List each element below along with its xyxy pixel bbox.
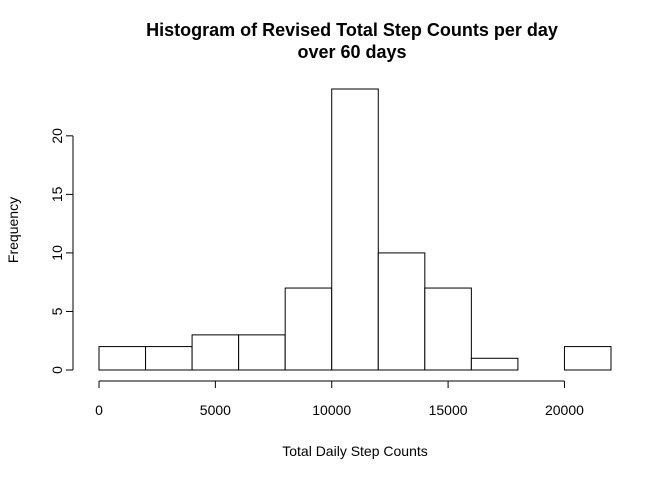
- histogram-bar: [145, 346, 193, 371]
- y-axis: 0 5 10 15 20: [49, 128, 74, 374]
- histogram-bar: [377, 252, 426, 371]
- y-tick-label: 20: [49, 128, 65, 144]
- bars-group: [98, 88, 612, 371]
- histogram-bar: [191, 334, 240, 371]
- histogram-bar: [563, 346, 612, 371]
- x-tick-label: 5000: [200, 402, 231, 418]
- x-tick-label: 10000: [312, 402, 351, 418]
- chart-subtitle: over 60 days: [297, 42, 406, 62]
- x-tick-label: 0: [95, 402, 103, 418]
- histogram-bar: [470, 357, 519, 371]
- x-axis-label: Total Daily Step Counts: [282, 443, 428, 459]
- y-tick-label: 10: [49, 245, 65, 261]
- x-axis: 0 5000 10000 15000 20000: [95, 380, 584, 418]
- chart-title: Histogram of Revised Total Step Counts p…: [146, 20, 558, 40]
- histogram-bar: [284, 287, 333, 371]
- y-tick-label: 0: [49, 366, 65, 374]
- histogram-bar: [331, 88, 379, 371]
- histogram-bar: [424, 287, 472, 371]
- histogram-bar: [238, 334, 286, 371]
- x-tick-label: 20000: [545, 402, 584, 418]
- histogram-bar: [98, 346, 147, 371]
- x-tick-label: 15000: [429, 402, 468, 418]
- y-axis-label: Frequency: [5, 197, 21, 263]
- y-tick-label: 15: [49, 186, 65, 202]
- y-tick-label: 5: [49, 307, 65, 315]
